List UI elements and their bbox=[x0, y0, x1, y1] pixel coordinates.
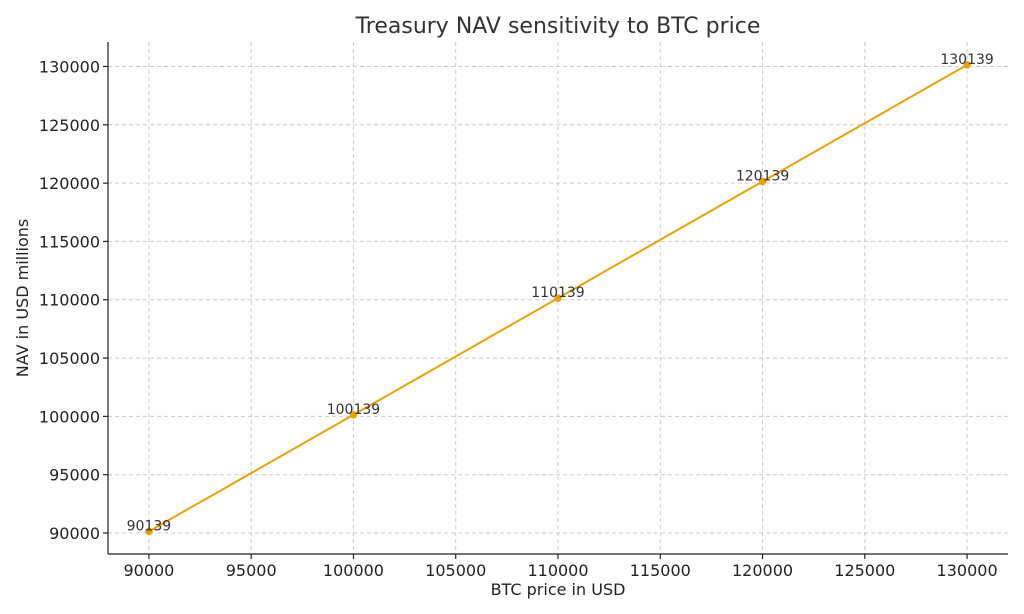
grid bbox=[108, 42, 1008, 554]
x-tick-label: 115000 bbox=[630, 561, 691, 580]
y-tick-label: 105000 bbox=[39, 349, 100, 368]
data-label: 90139 bbox=[127, 518, 172, 534]
y-tick-label: 90000 bbox=[49, 524, 100, 543]
data-point bbox=[554, 294, 562, 302]
data-point bbox=[963, 61, 971, 69]
data-point bbox=[349, 410, 358, 419]
x-tick-label: 100000 bbox=[323, 561, 384, 580]
y-tick-label: 125000 bbox=[39, 116, 100, 135]
y-tick-label: 120000 bbox=[39, 174, 100, 193]
y-tick-label: 110000 bbox=[39, 291, 100, 310]
x-tick-label: 110000 bbox=[527, 561, 588, 580]
series: 90139 100139 110139 120139 130139 bbox=[127, 52, 994, 536]
x-tick-label: 90000 bbox=[123, 561, 174, 580]
x-axis-label: BTC price in USD bbox=[491, 580, 626, 599]
data-label: 120139 bbox=[736, 168, 789, 184]
y-tick-label: 100000 bbox=[39, 407, 100, 426]
x-tick-label: 95000 bbox=[226, 561, 277, 580]
y-tick-label: 95000 bbox=[49, 466, 100, 485]
ticks: 90000 95000 100000 105000 110000 115000 120000… bbox=[39, 57, 998, 580]
data-label: 130139 bbox=[940, 52, 993, 68]
data-point bbox=[758, 177, 767, 186]
y-tick-label: 130000 bbox=[39, 57, 100, 76]
x-tick-label: 105000 bbox=[425, 561, 486, 580]
x-tick-label: 120000 bbox=[732, 561, 793, 580]
x-tick-label: 125000 bbox=[834, 561, 895, 580]
y-axis-label: NAV in USD millions bbox=[13, 219, 32, 378]
data-label: 100139 bbox=[327, 402, 380, 418]
data-point bbox=[145, 527, 153, 536]
x-tick-label: 130000 bbox=[937, 561, 998, 580]
y-tick-label: 115000 bbox=[39, 232, 100, 251]
chart-title: Treasury NAV sensitivity to BTC price bbox=[355, 14, 761, 39]
data-label: 110139 bbox=[531, 285, 584, 301]
